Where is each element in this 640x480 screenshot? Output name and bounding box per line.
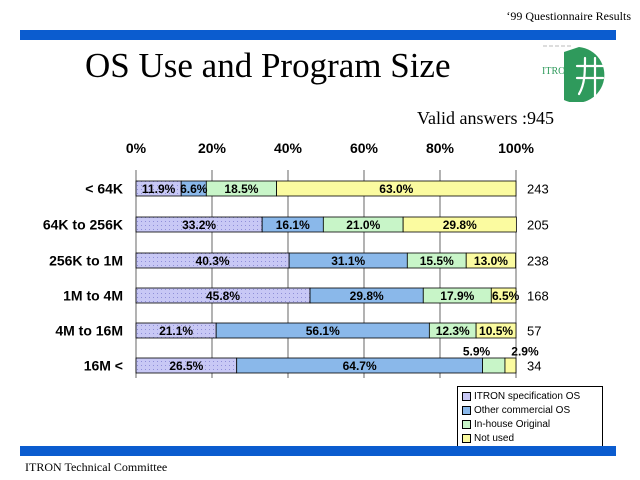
x-tick-label: 40%	[274, 140, 303, 156]
data-label: 10.5%	[479, 324, 513, 338]
x-tick-label: 80%	[426, 140, 455, 156]
legend-item-inhouse: In-house Original	[462, 417, 598, 431]
data-label: 56.1%	[306, 324, 340, 338]
x-tick-label: 60%	[350, 140, 379, 156]
legend-label-commercial: Other commercial OS	[474, 404, 571, 416]
data-label: 26.5%	[169, 359, 203, 373]
total-label: 243	[527, 182, 549, 197]
data-label: 11.9%	[142, 182, 176, 196]
category-label: 4M to 16M	[55, 323, 123, 339]
bar-segment	[504, 357, 517, 374]
chart-legend: ITRON specification OS Other commercial …	[457, 386, 603, 448]
total-label: 57	[527, 324, 541, 339]
category-label: 256K to 1M	[49, 253, 123, 269]
data-label: 12.3%	[436, 324, 470, 338]
total-label: 238	[527, 254, 549, 269]
total-label: 34	[527, 359, 541, 374]
x-tick-label: 20%	[198, 140, 227, 156]
legend-item-itron: ITRON specification OS	[462, 389, 598, 403]
total-label: 205	[527, 218, 549, 233]
total-label: 168	[527, 289, 549, 304]
data-label: 13.0%	[474, 254, 508, 268]
x-tick-label: 0%	[126, 140, 147, 156]
grid-layer	[135, 170, 517, 378]
data-label: 63.0%	[379, 182, 413, 196]
data-label: 29.8%	[350, 289, 384, 303]
itron-logo: ITRON	[535, 42, 615, 103]
labels-layer: 0% 20% 40% 60% 80% 100% < 64K 11.9% 6.6% 18.5% 63.…	[43, 140, 549, 374]
header-note: ‘99 Questionnaire Results	[506, 9, 631, 23]
data-label: 6.5%	[492, 289, 520, 303]
bar-segment	[490, 287, 517, 304]
category-label: 16M <	[84, 358, 123, 374]
legend-swatch-not-used	[462, 433, 471, 443]
legend-item-not-used: Not used	[462, 431, 598, 445]
legend-label-not-used: Not used	[474, 432, 515, 444]
valid-answers-count: Valid answers :945	[417, 108, 554, 128]
category-label: < 64K	[85, 181, 123, 197]
bottom-divider-bar	[20, 446, 616, 456]
data-label: 33.2%	[182, 218, 216, 232]
page-title: OS Use and Program Size	[85, 46, 451, 85]
category-label: 64K to 256K	[43, 217, 123, 233]
legend-swatch-commercial	[462, 405, 471, 415]
legend-swatch-inhouse	[462, 419, 471, 429]
data-label: 45.8%	[206, 289, 240, 303]
top-divider-bar	[20, 30, 616, 40]
legend-label-itron: ITRON specification OS	[474, 390, 581, 402]
bar-segment	[276, 180, 517, 197]
legend-item-commercial: Other commercial OS	[462, 403, 598, 417]
data-label: 6.6%	[180, 182, 208, 196]
bar-segment	[475, 322, 517, 339]
footer-note: ITRON Technical Committee	[25, 460, 168, 474]
bar-segment	[482, 357, 506, 374]
logo-text: ITRON	[542, 66, 573, 77]
data-label: 16.1%	[276, 218, 310, 232]
data-label: 17.9%	[440, 289, 474, 303]
data-label: 18.5%	[224, 182, 258, 196]
bar-segment	[402, 216, 517, 233]
legend-label-inhouse: In-house Original	[474, 418, 551, 430]
category-label: 1M to 4M	[63, 288, 123, 304]
data-label: 2.9%	[511, 345, 539, 359]
bar-segment	[465, 252, 517, 269]
data-label: 29.8%	[443, 218, 477, 232]
x-tick-label: 100%	[498, 140, 534, 156]
data-label: 5.9%	[463, 345, 491, 359]
data-label: 21.1%	[159, 324, 193, 338]
bars-layer	[135, 180, 517, 374]
data-label: 31.1%	[331, 254, 365, 268]
data-label: 15.5%	[420, 254, 454, 268]
legend-swatch-itron	[462, 391, 471, 401]
data-label: 21.0%	[346, 218, 380, 232]
data-label: 64.7%	[343, 359, 377, 373]
data-label: 40.3%	[196, 254, 230, 268]
